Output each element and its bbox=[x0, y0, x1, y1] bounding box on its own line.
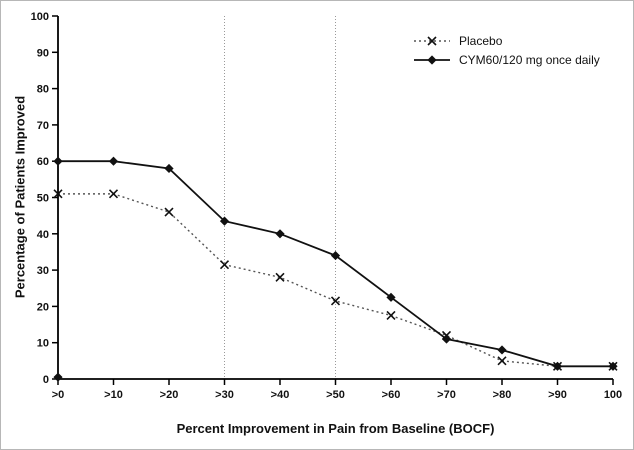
stray-marker bbox=[53, 372, 63, 382]
y-tick-label: 70 bbox=[37, 120, 49, 132]
y-tick-label: 0 bbox=[43, 374, 49, 386]
y-tick-label: 30 bbox=[37, 265, 49, 277]
y-tick-label: 80 bbox=[37, 84, 49, 96]
x-axis-ticks: >0 >10 >20 >30 >40 >50 >60 >70 >80 >90 100 bbox=[52, 379, 622, 401]
y-tick-label: 90 bbox=[37, 47, 49, 59]
x-tick-label: >80 bbox=[493, 389, 512, 401]
legend-label: CYM60/120 mg once daily bbox=[459, 53, 600, 67]
y-axis-title: Percentage of Patients Improved bbox=[12, 95, 28, 299]
y-tick-label: 20 bbox=[37, 301, 49, 313]
y-tick-label: 100 bbox=[31, 11, 49, 23]
x-tick-label: >30 bbox=[215, 389, 234, 401]
y-tick-label: 40 bbox=[37, 229, 49, 241]
x-tick-label: >20 bbox=[160, 389, 179, 401]
legend-label: Placebo bbox=[459, 34, 503, 48]
legend: Placebo CYM60/120 mg once daily bbox=[414, 34, 600, 67]
x-tick-label: >60 bbox=[382, 389, 401, 401]
x-tick-label: >10 bbox=[104, 389, 123, 401]
reference-lines bbox=[224, 16, 336, 379]
series-placebo bbox=[53, 189, 618, 371]
x-tick-label: 100 bbox=[604, 389, 622, 401]
series-cym bbox=[53, 156, 618, 371]
x-axis-title: Percent Improvement in Pain from Baselin… bbox=[176, 421, 495, 436]
y-tick-label: 50 bbox=[37, 193, 49, 205]
y-axis-ticks: 0 10 20 30 40 50 60 70 80 90 100 bbox=[31, 11, 58, 386]
y-tick-label: 60 bbox=[37, 156, 49, 168]
x-tick-label: >40 bbox=[271, 389, 290, 401]
x-tick-label: >70 bbox=[437, 389, 456, 401]
x-tick-label: >0 bbox=[52, 389, 65, 401]
x-tick-label: >90 bbox=[548, 389, 567, 401]
y-tick-label: 10 bbox=[37, 338, 49, 350]
x-tick-label: >50 bbox=[326, 389, 345, 401]
